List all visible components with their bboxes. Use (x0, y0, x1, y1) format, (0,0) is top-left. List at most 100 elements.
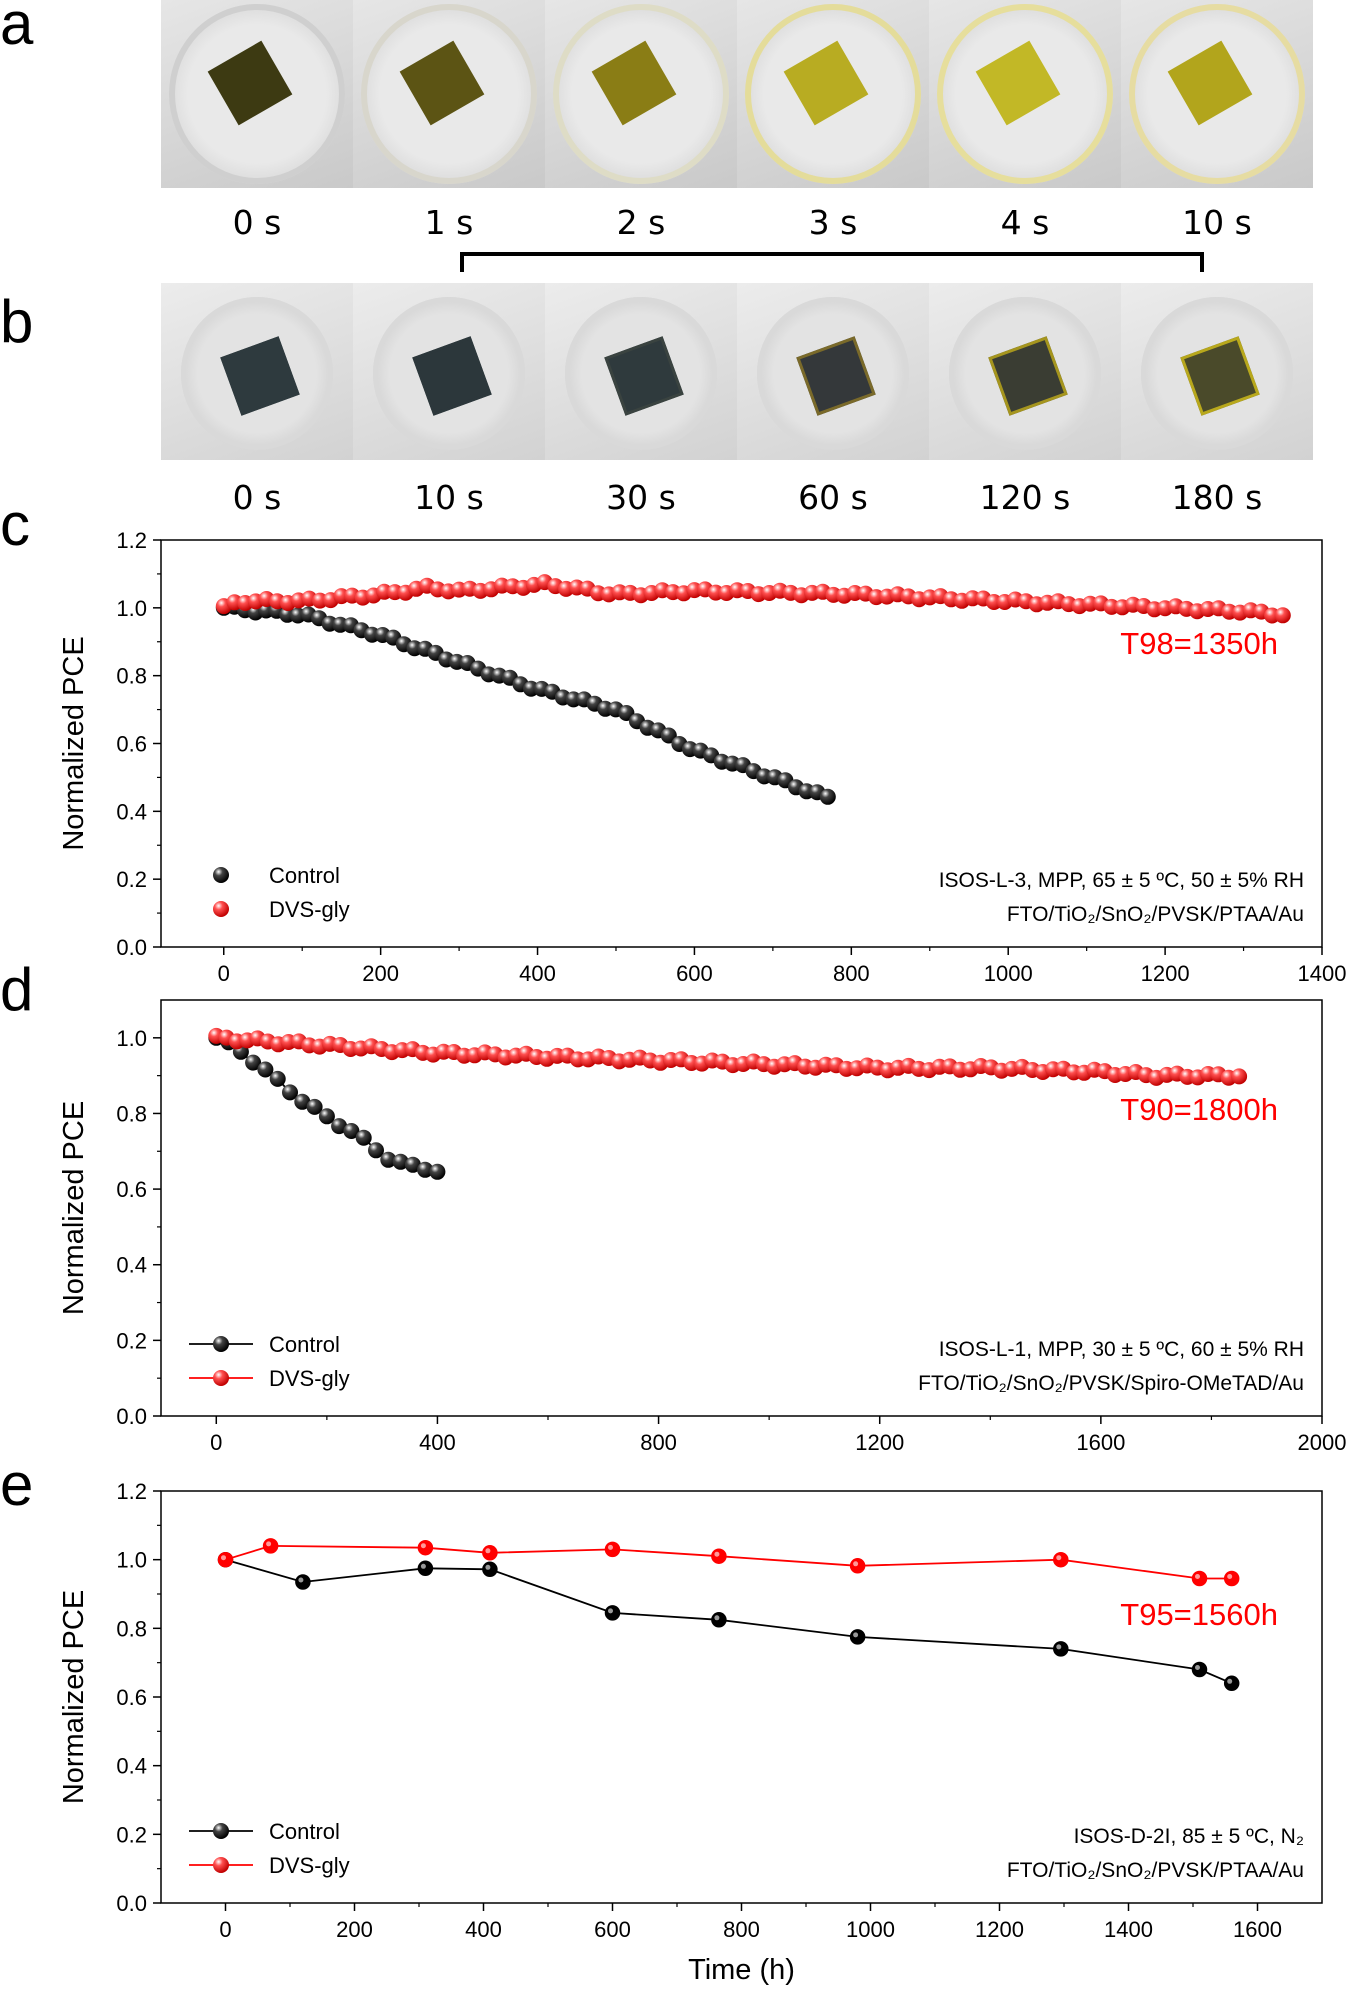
y-tick-label: 0.2 (116, 867, 147, 892)
x-tick-label: 200 (336, 1917, 373, 1942)
y-tick-label: 1.2 (116, 528, 147, 553)
data-point-control (245, 1054, 262, 1071)
time-label: 180 s (1171, 478, 1263, 517)
legend-label: Control (269, 1819, 340, 1844)
y-tick-label: 0.2 (116, 1328, 147, 1353)
time-label: 2 s (616, 203, 666, 242)
test-condition-text: ISOS-L-1, MPP, 30 ± 5 ºC, 60 ± 5% RH (939, 1338, 1304, 1361)
data-point-highlight (1227, 1678, 1233, 1684)
sample-photo (161, 0, 353, 188)
legend-label: DVS-gly (269, 897, 350, 922)
data-point-dvs-gly (1191, 1570, 1208, 1587)
data-point-dvs-gly (482, 1545, 498, 1561)
lifetime-annotation: T95=1560h (1120, 1597, 1278, 1632)
series-line-control (225, 1558, 1233, 1685)
data-point-control (429, 1163, 446, 1180)
data-point-dvs-gly (1274, 607, 1291, 624)
legend-marker (213, 867, 229, 883)
x-tick-label: 800 (640, 1430, 677, 1455)
data-point-control (318, 1108, 335, 1125)
y-tick-label: 0.4 (116, 1253, 147, 1278)
legend-label: DVS-gly (269, 1853, 350, 1878)
x-tick-label: 1600 (1233, 1917, 1282, 1942)
y-tick-label: 0.6 (116, 732, 147, 757)
y-tick-label: 0.4 (116, 1754, 147, 1779)
x-tick-label: 1000 (846, 1917, 895, 1942)
x-tick-label: 1400 (1298, 961, 1346, 986)
time-label: 60 s (798, 478, 868, 517)
data-point-highlight (420, 1563, 426, 1569)
panel-label-b: b (0, 288, 34, 355)
legend-marker (213, 901, 229, 917)
y-tick-label: 0.6 (116, 1177, 147, 1202)
data-point-control (355, 1129, 372, 1146)
data-point-control (282, 1084, 298, 1101)
sample-photo (737, 283, 929, 460)
x-tick-label: 1400 (1104, 1917, 1153, 1942)
legend-marker (213, 1370, 229, 1386)
data-point-control (604, 1605, 621, 1621)
y-axis-label: Normalized PCE (58, 636, 90, 850)
data-point-highlight (608, 1544, 613, 1550)
time-label: 3 s (808, 203, 858, 242)
legend-label: DVS-gly (269, 1366, 350, 1391)
data-point-control (380, 1151, 397, 1168)
data-point-highlight (1056, 1644, 1062, 1650)
data-point-control (1223, 1675, 1240, 1692)
data-point-highlight (1227, 1574, 1233, 1579)
y-tick-label: 0.8 (116, 1101, 147, 1126)
panel-label-e: e (0, 1451, 34, 1518)
x-tick-label: 600 (676, 961, 713, 986)
data-point-control (404, 1156, 421, 1173)
data-point-highlight (485, 1548, 491, 1554)
y-tick-label: 0.6 (116, 1685, 147, 1710)
y-tick-label: 1.0 (116, 1026, 147, 1051)
y-tick-label: 1.2 (116, 1479, 147, 1504)
panel-label-d: d (0, 956, 34, 1023)
time-label: 10 s (414, 478, 484, 517)
photo-row-a (161, 0, 1313, 188)
photo-row-b (161, 283, 1313, 460)
panel-label-c: c (0, 491, 30, 558)
sample-photo (1121, 0, 1313, 188)
x-tick-label: 0 (218, 961, 230, 986)
panel-label-a: a (0, 0, 34, 57)
x-tick-label: 0 (210, 1430, 222, 1455)
data-point-control (1053, 1641, 1069, 1657)
sample-photo (545, 0, 737, 188)
data-point-control (417, 1161, 434, 1178)
sample-photo (161, 283, 353, 460)
lifetime-annotation: T98=1350h (1120, 626, 1278, 661)
x-tick-label: 1200 (975, 1917, 1024, 1942)
data-point-highlight (608, 1608, 613, 1614)
y-tick-label: 1.0 (116, 596, 147, 621)
data-point-control (331, 1118, 348, 1135)
data-point-control (417, 1560, 434, 1577)
x-tick-label: 1200 (1141, 961, 1190, 986)
x-tick-label: 800 (833, 961, 870, 986)
data-point-highlight (1195, 1665, 1200, 1670)
sample-photo (929, 0, 1121, 188)
time-label: 10 s (1182, 203, 1252, 242)
y-tick-label: 1.0 (116, 1548, 147, 1573)
time-label: 0 s (232, 478, 282, 517)
data-point-highlight (1195, 1574, 1200, 1579)
x-tick-label: 600 (594, 1917, 631, 1942)
data-point-highlight (714, 1551, 720, 1557)
data-point-control (269, 1070, 286, 1087)
x-tick-label: 1200 (855, 1430, 904, 1455)
data-point-dvs-gly (849, 1558, 866, 1574)
y-axis-label: Normalized PCE (58, 1590, 90, 1804)
time-label: 120 s (979, 478, 1071, 517)
data-point-highlight (853, 1632, 859, 1638)
time-label: 4 s (1000, 203, 1050, 242)
y-tick-label: 0.8 (116, 1616, 147, 1641)
legend-label: Control (269, 1332, 340, 1357)
time-label: 1 s (424, 203, 474, 242)
test-condition-text: FTO/TiO₂/SnO₂/PVSK/Spiro-OMeTAD/Au (918, 1372, 1304, 1395)
data-point-control (392, 1153, 409, 1170)
test-condition-text: ISOS-D-2I, 85 ± 5 ºC, N₂ (1074, 1825, 1304, 1848)
time-label: 30 s (606, 478, 676, 517)
x-tick-label: 200 (362, 961, 399, 986)
